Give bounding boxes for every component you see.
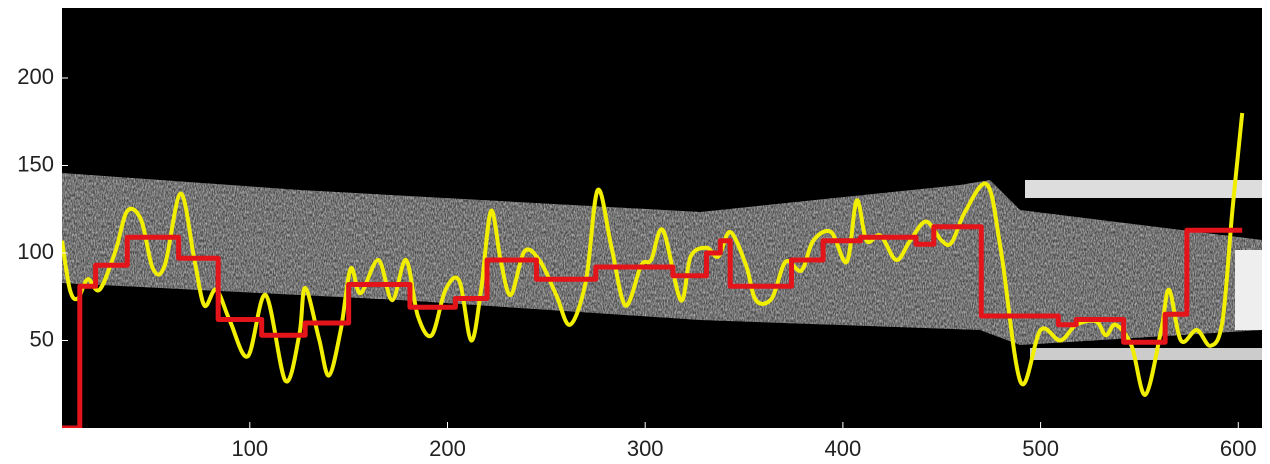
x-tick-label: 400 bbox=[825, 436, 862, 461]
y-tick-label: 50 bbox=[30, 326, 54, 351]
image-bright-edge bbox=[1235, 250, 1262, 330]
x-tick-label: 100 bbox=[231, 436, 268, 461]
x-tick-label: 200 bbox=[429, 436, 466, 461]
signal-line bbox=[62, 112, 1245, 397]
step-line bbox=[62, 224, 1243, 428]
image-bright-edge bbox=[1030, 348, 1262, 360]
x-tick-label: 500 bbox=[1022, 436, 1059, 461]
y-tick-label: 100 bbox=[17, 239, 54, 264]
image-bright-edge bbox=[1025, 180, 1262, 198]
y-tick-label: 150 bbox=[17, 151, 54, 176]
x-tick-label: 300 bbox=[627, 436, 664, 461]
y-tick-label: 200 bbox=[17, 64, 54, 89]
series-layer bbox=[62, 112, 1245, 428]
x-tick-label: 600 bbox=[1220, 436, 1257, 461]
